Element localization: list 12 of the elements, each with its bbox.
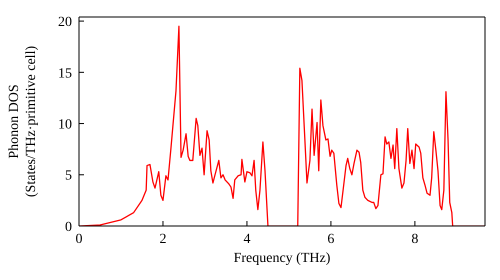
x-tick-label: 8 — [411, 232, 418, 247]
x-tick-label: 0 — [76, 232, 82, 247]
x-tick-label: 2 — [159, 232, 166, 247]
y-tick-label: 10 — [58, 118, 72, 133]
y-tick-label: 0 — [65, 220, 72, 235]
x-axis-title: Frequency (THz) — [234, 250, 331, 266]
x-tick-label: 4 — [243, 232, 250, 247]
y-tick-label: 20 — [58, 15, 72, 30]
y-tick-label: 5 — [65, 168, 72, 184]
y-axis-title: Phonon DOS (States/THz·primitive cell) — [7, 46, 39, 198]
y-tick-label: 15 — [58, 66, 72, 82]
x-tick-label: 6 — [327, 232, 334, 247]
